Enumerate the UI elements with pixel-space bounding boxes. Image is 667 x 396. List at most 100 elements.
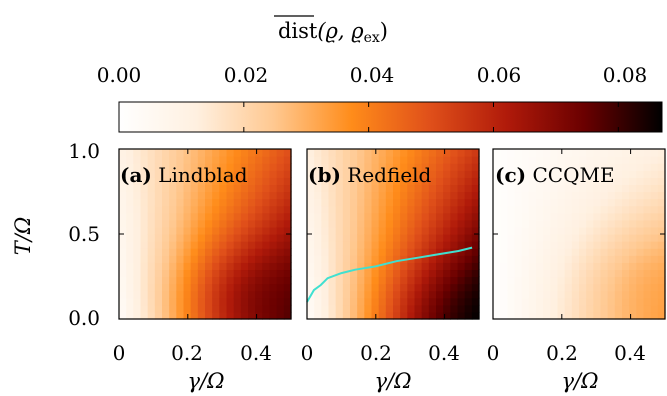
heatmap-cell <box>579 283 587 292</box>
heatmap-cell <box>464 283 473 292</box>
heatmap-cell <box>643 184 652 193</box>
heatmap-cell <box>414 255 423 263</box>
heatmap-cell <box>471 156 480 164</box>
heatmap-cell <box>643 297 652 306</box>
x-tick-label: 0.4 <box>240 341 272 365</box>
heatmap-cell <box>493 234 501 242</box>
heatmap-cell <box>607 219 616 228</box>
heatmap-cell <box>378 269 387 278</box>
heatmap-cell <box>226 170 235 178</box>
heatmap-cell <box>614 311 623 320</box>
heatmap-cell <box>335 184 344 193</box>
heatmap-cell <box>154 311 163 320</box>
heatmap-cell <box>571 241 580 249</box>
heatmap-cell <box>607 149 616 157</box>
heatmap-cell <box>586 212 594 221</box>
heatmap-cell <box>543 205 551 214</box>
heatmap-cell <box>162 191 170 200</box>
heatmap-cell <box>557 212 566 221</box>
heatmap-cell <box>190 198 199 207</box>
heatmap-cell <box>262 290 271 299</box>
heatmap-cell <box>614 297 623 306</box>
heatmap-cell <box>564 184 573 193</box>
heatmap-cell <box>622 262 630 271</box>
heatmap-cell <box>140 241 149 249</box>
heatmap-cell <box>536 311 544 320</box>
heatmap-cell <box>364 191 373 200</box>
heatmap-cell <box>579 226 587 235</box>
heatmap-cell <box>471 269 480 278</box>
heatmap-cell <box>428 248 437 256</box>
heatmap-cell <box>176 156 185 164</box>
heatmap-cell <box>119 205 127 214</box>
heatmap-cell <box>226 226 235 235</box>
heatmap-cell <box>364 177 373 186</box>
heatmap-cell <box>622 283 630 292</box>
heatmap-cell <box>133 269 142 278</box>
heatmap-cell <box>586 269 594 278</box>
heatmap-cell <box>126 156 134 164</box>
heatmap-cell <box>400 226 408 235</box>
heatmap-cell <box>283 248 292 256</box>
heatmap-cell <box>643 255 652 263</box>
heatmap-cell <box>436 276 444 285</box>
heatmap-cell <box>636 248 645 256</box>
heatmap-cell <box>321 226 330 235</box>
heatmap-cell <box>400 212 408 221</box>
heatmap-cell <box>190 177 199 186</box>
heatmap-cell <box>650 290 659 299</box>
heatmap-cell <box>147 297 156 306</box>
heatmap-cell <box>543 304 551 313</box>
heatmap-cell <box>219 241 228 249</box>
heatmap-cell <box>140 311 149 320</box>
heatmap-cell <box>335 205 344 214</box>
heatmap-cell <box>314 234 322 242</box>
heatmap-cell <box>126 304 134 313</box>
heatmap-cell <box>233 184 242 193</box>
heatmap-cell <box>335 283 344 292</box>
heatmap-cell <box>269 198 278 207</box>
heatmap-cell <box>428 234 437 242</box>
heatmap-cell <box>571 304 580 313</box>
heatmap-cell <box>564 219 573 228</box>
heatmap-cell <box>335 255 344 263</box>
heatmap-cell <box>226 269 235 278</box>
heatmap-cell <box>321 163 330 171</box>
heatmap-cell <box>283 234 292 242</box>
heatmap-cell <box>500 248 508 256</box>
heatmap-cell <box>307 226 315 235</box>
heatmap-cell <box>428 149 437 157</box>
heatmap-cell <box>636 290 645 299</box>
heatmap-cell <box>169 234 177 242</box>
heatmap-cell <box>564 234 573 242</box>
heatmap-cell <box>450 198 459 207</box>
x-tick-label: 0.2 <box>546 341 578 365</box>
heatmap-cell <box>342 177 351 186</box>
heatmap-cell <box>342 241 351 249</box>
heatmap-cell <box>190 269 199 278</box>
heatmap-cell <box>226 177 235 186</box>
heatmap-cell <box>571 283 580 292</box>
heatmap-cell <box>528 219 537 228</box>
heatmap-cell <box>283 191 292 200</box>
heatmap-cell <box>450 276 459 285</box>
heatmap-cell <box>421 248 430 256</box>
heatmap-cell <box>521 149 530 157</box>
heatmap-cell <box>650 311 659 320</box>
heatmap-cell <box>636 269 645 278</box>
heatmap-cell <box>428 191 437 200</box>
heatmap-cell <box>314 212 322 221</box>
heatmap-cell <box>643 191 652 200</box>
heatmap-cell <box>586 198 594 207</box>
heatmap-cell <box>614 170 623 178</box>
heatmap-cell <box>507 156 516 164</box>
heatmap-cell <box>421 149 430 157</box>
heatmap-cell <box>514 205 523 214</box>
heatmap-cell <box>614 219 623 228</box>
heatmap-cell <box>579 156 587 164</box>
heatmap-cell <box>197 297 206 306</box>
heatmap-cell <box>464 198 473 207</box>
heatmap-cell <box>183 156 192 164</box>
heatmap-cell <box>622 170 630 178</box>
heatmap-cell <box>450 170 459 178</box>
